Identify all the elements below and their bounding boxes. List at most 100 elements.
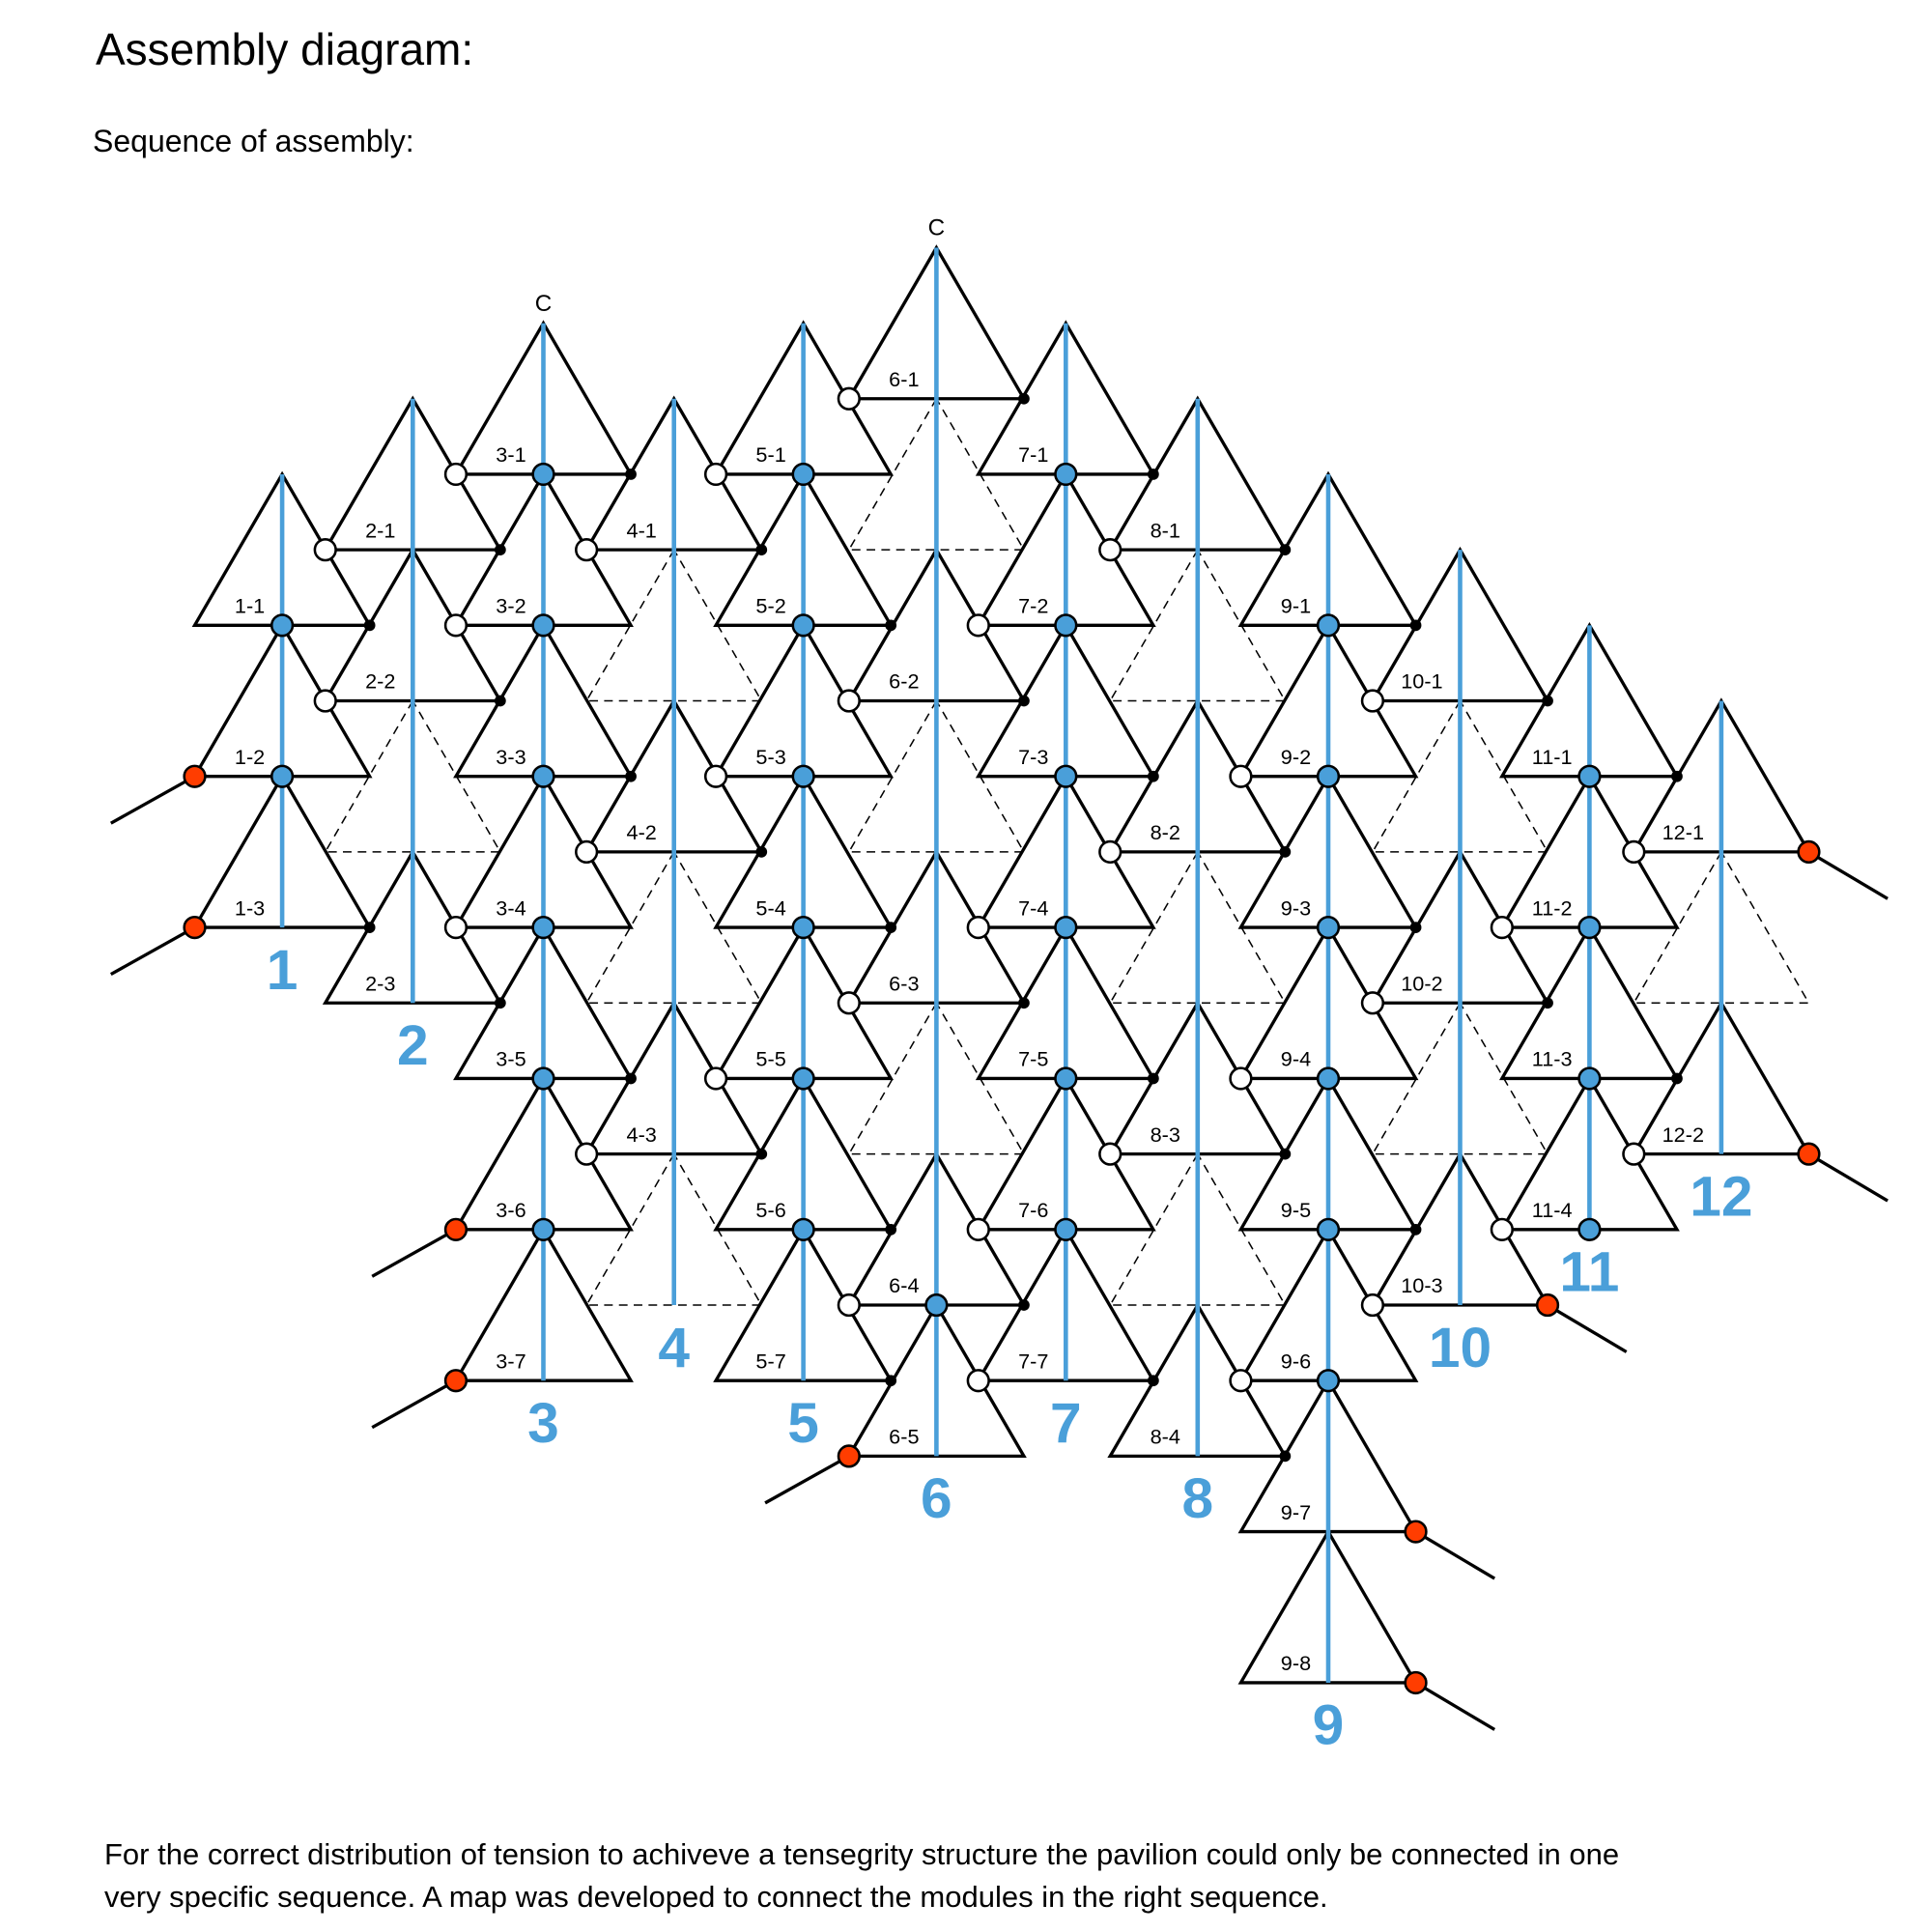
column-top-label: C — [928, 215, 945, 242]
open-joint-circle — [575, 839, 599, 865]
open-joint-circle — [1622, 1142, 1646, 1166]
anchor-point — [1797, 1142, 1821, 1166]
anchor-point — [1404, 1520, 1428, 1544]
module-label: 2-2 — [365, 669, 395, 694]
closed-joint-dot — [755, 1148, 768, 1160]
module-label: 2-1 — [365, 518, 395, 542]
module-label: 2-3 — [365, 972, 395, 996]
anchor-cable — [371, 1228, 457, 1278]
strut-joint-dot — [791, 764, 815, 788]
open-joint-circle — [1360, 991, 1385, 1015]
closed-joint-dot — [1409, 922, 1422, 933]
closed-joint-dot — [1671, 1072, 1683, 1085]
strut-joint-dot — [1054, 1066, 1078, 1091]
strut-joint-dot — [531, 462, 555, 487]
anchor-cable — [1547, 1303, 1628, 1353]
closed-joint-dot — [625, 770, 637, 782]
closed-joint-dot — [755, 846, 768, 858]
strut-joint-dot — [270, 613, 295, 638]
module-label: 12-2 — [1662, 1122, 1704, 1147]
module-label: 5-1 — [755, 442, 785, 467]
open-joint-circle — [966, 915, 990, 940]
anchor-point — [443, 1369, 469, 1393]
closed-joint-dot — [1148, 469, 1159, 480]
strut-joint-dot — [791, 915, 815, 940]
closed-joint-dot — [1542, 997, 1553, 1009]
anchor-cable — [371, 1378, 457, 1430]
module-label: 6-1 — [889, 367, 919, 391]
strut-joint-dot — [791, 1217, 815, 1241]
module-label: 3-4 — [496, 895, 526, 920]
column-number: 7 — [1050, 1392, 1082, 1455]
module-label: 11-4 — [1532, 1198, 1573, 1222]
open-joint-circle — [703, 764, 728, 788]
column-number: 1 — [267, 939, 298, 1002]
open-joint-circle — [443, 915, 469, 940]
module-label: 5-5 — [755, 1047, 785, 1071]
open-joint-circle — [1622, 839, 1646, 865]
module-label: 3-6 — [496, 1198, 526, 1222]
open-joint-circle — [837, 991, 861, 1015]
module-label: 9-2 — [1281, 745, 1311, 769]
module-label: 9-3 — [1281, 895, 1311, 920]
column-number: 9 — [1313, 1694, 1345, 1757]
anchor-cable — [1414, 1681, 1496, 1731]
module-label: 8-3 — [1151, 1122, 1180, 1147]
strut-joint-dot — [924, 1293, 949, 1318]
open-joint-circle — [837, 1293, 861, 1318]
anchor-cable — [109, 925, 196, 976]
column-number: 4 — [658, 1317, 690, 1379]
module-label: 3-5 — [496, 1047, 526, 1071]
anchor-cable — [109, 775, 196, 825]
anchor-point — [183, 915, 207, 940]
open-joint-circle — [1490, 915, 1514, 940]
open-joint-circle — [1098, 1142, 1122, 1166]
module-triangles — [191, 244, 1812, 1685]
closed-joint-dot — [1018, 1299, 1030, 1311]
closed-joint-dot — [885, 1375, 897, 1387]
module-label: 9-4 — [1281, 1047, 1311, 1071]
module-label: 7-3 — [1018, 745, 1048, 769]
module-label: 7-2 — [1018, 594, 1048, 618]
closed-joint-dot — [494, 544, 506, 555]
module-label: 5-6 — [755, 1198, 785, 1222]
closed-joint-dot — [625, 1072, 637, 1085]
strut-joint-dot — [1054, 462, 1078, 487]
strut-joint-dot — [1054, 613, 1078, 638]
module-label: 7-1 — [1018, 442, 1048, 467]
open-joint-circle — [1098, 839, 1122, 865]
strut-joint-dot — [531, 764, 555, 788]
closed-joint-dot — [363, 619, 376, 632]
open-joint-circle — [313, 538, 337, 562]
strut-joint-dot — [1316, 1217, 1341, 1241]
strut-joint-dot — [531, 613, 555, 638]
footer-line-1: For the correct distribution of tension … — [104, 1837, 1620, 1871]
strut-joint-dot — [531, 1066, 555, 1091]
column-top-label: C — [535, 291, 553, 317]
column-number: 5 — [787, 1392, 819, 1455]
anchor-cable — [1807, 850, 1889, 900]
module-label: 9-1 — [1281, 594, 1311, 618]
module-label: 8-1 — [1151, 518, 1180, 542]
open-joint-circle — [575, 1142, 599, 1166]
open-joint-circle — [1229, 1369, 1253, 1393]
module-label: 6-2 — [889, 669, 919, 694]
footer-text: For the correct distribution of tension … — [104, 1833, 1920, 1918]
closed-joint-dot — [1542, 695, 1553, 707]
open-joint-circle — [837, 689, 861, 713]
strut-joint-dot — [1316, 764, 1341, 788]
strut-joint-dot — [791, 1066, 815, 1091]
open-joint-circle — [313, 689, 337, 713]
module-label: 7-6 — [1018, 1198, 1048, 1222]
anchor-point — [837, 1444, 861, 1468]
closed-joint-dot — [885, 922, 897, 933]
open-joint-circle — [1360, 689, 1385, 713]
closed-joint-dot — [1148, 1375, 1159, 1387]
module-label: 11-2 — [1532, 895, 1573, 920]
closed-joint-dot — [494, 997, 506, 1009]
module-label: 10-3 — [1401, 1273, 1442, 1297]
anchor-point — [1404, 1670, 1428, 1695]
closed-joint-dot — [885, 1223, 897, 1236]
joint-markers — [183, 386, 1821, 1695]
section-subtitle: Sequence of assembly: — [93, 124, 414, 158]
